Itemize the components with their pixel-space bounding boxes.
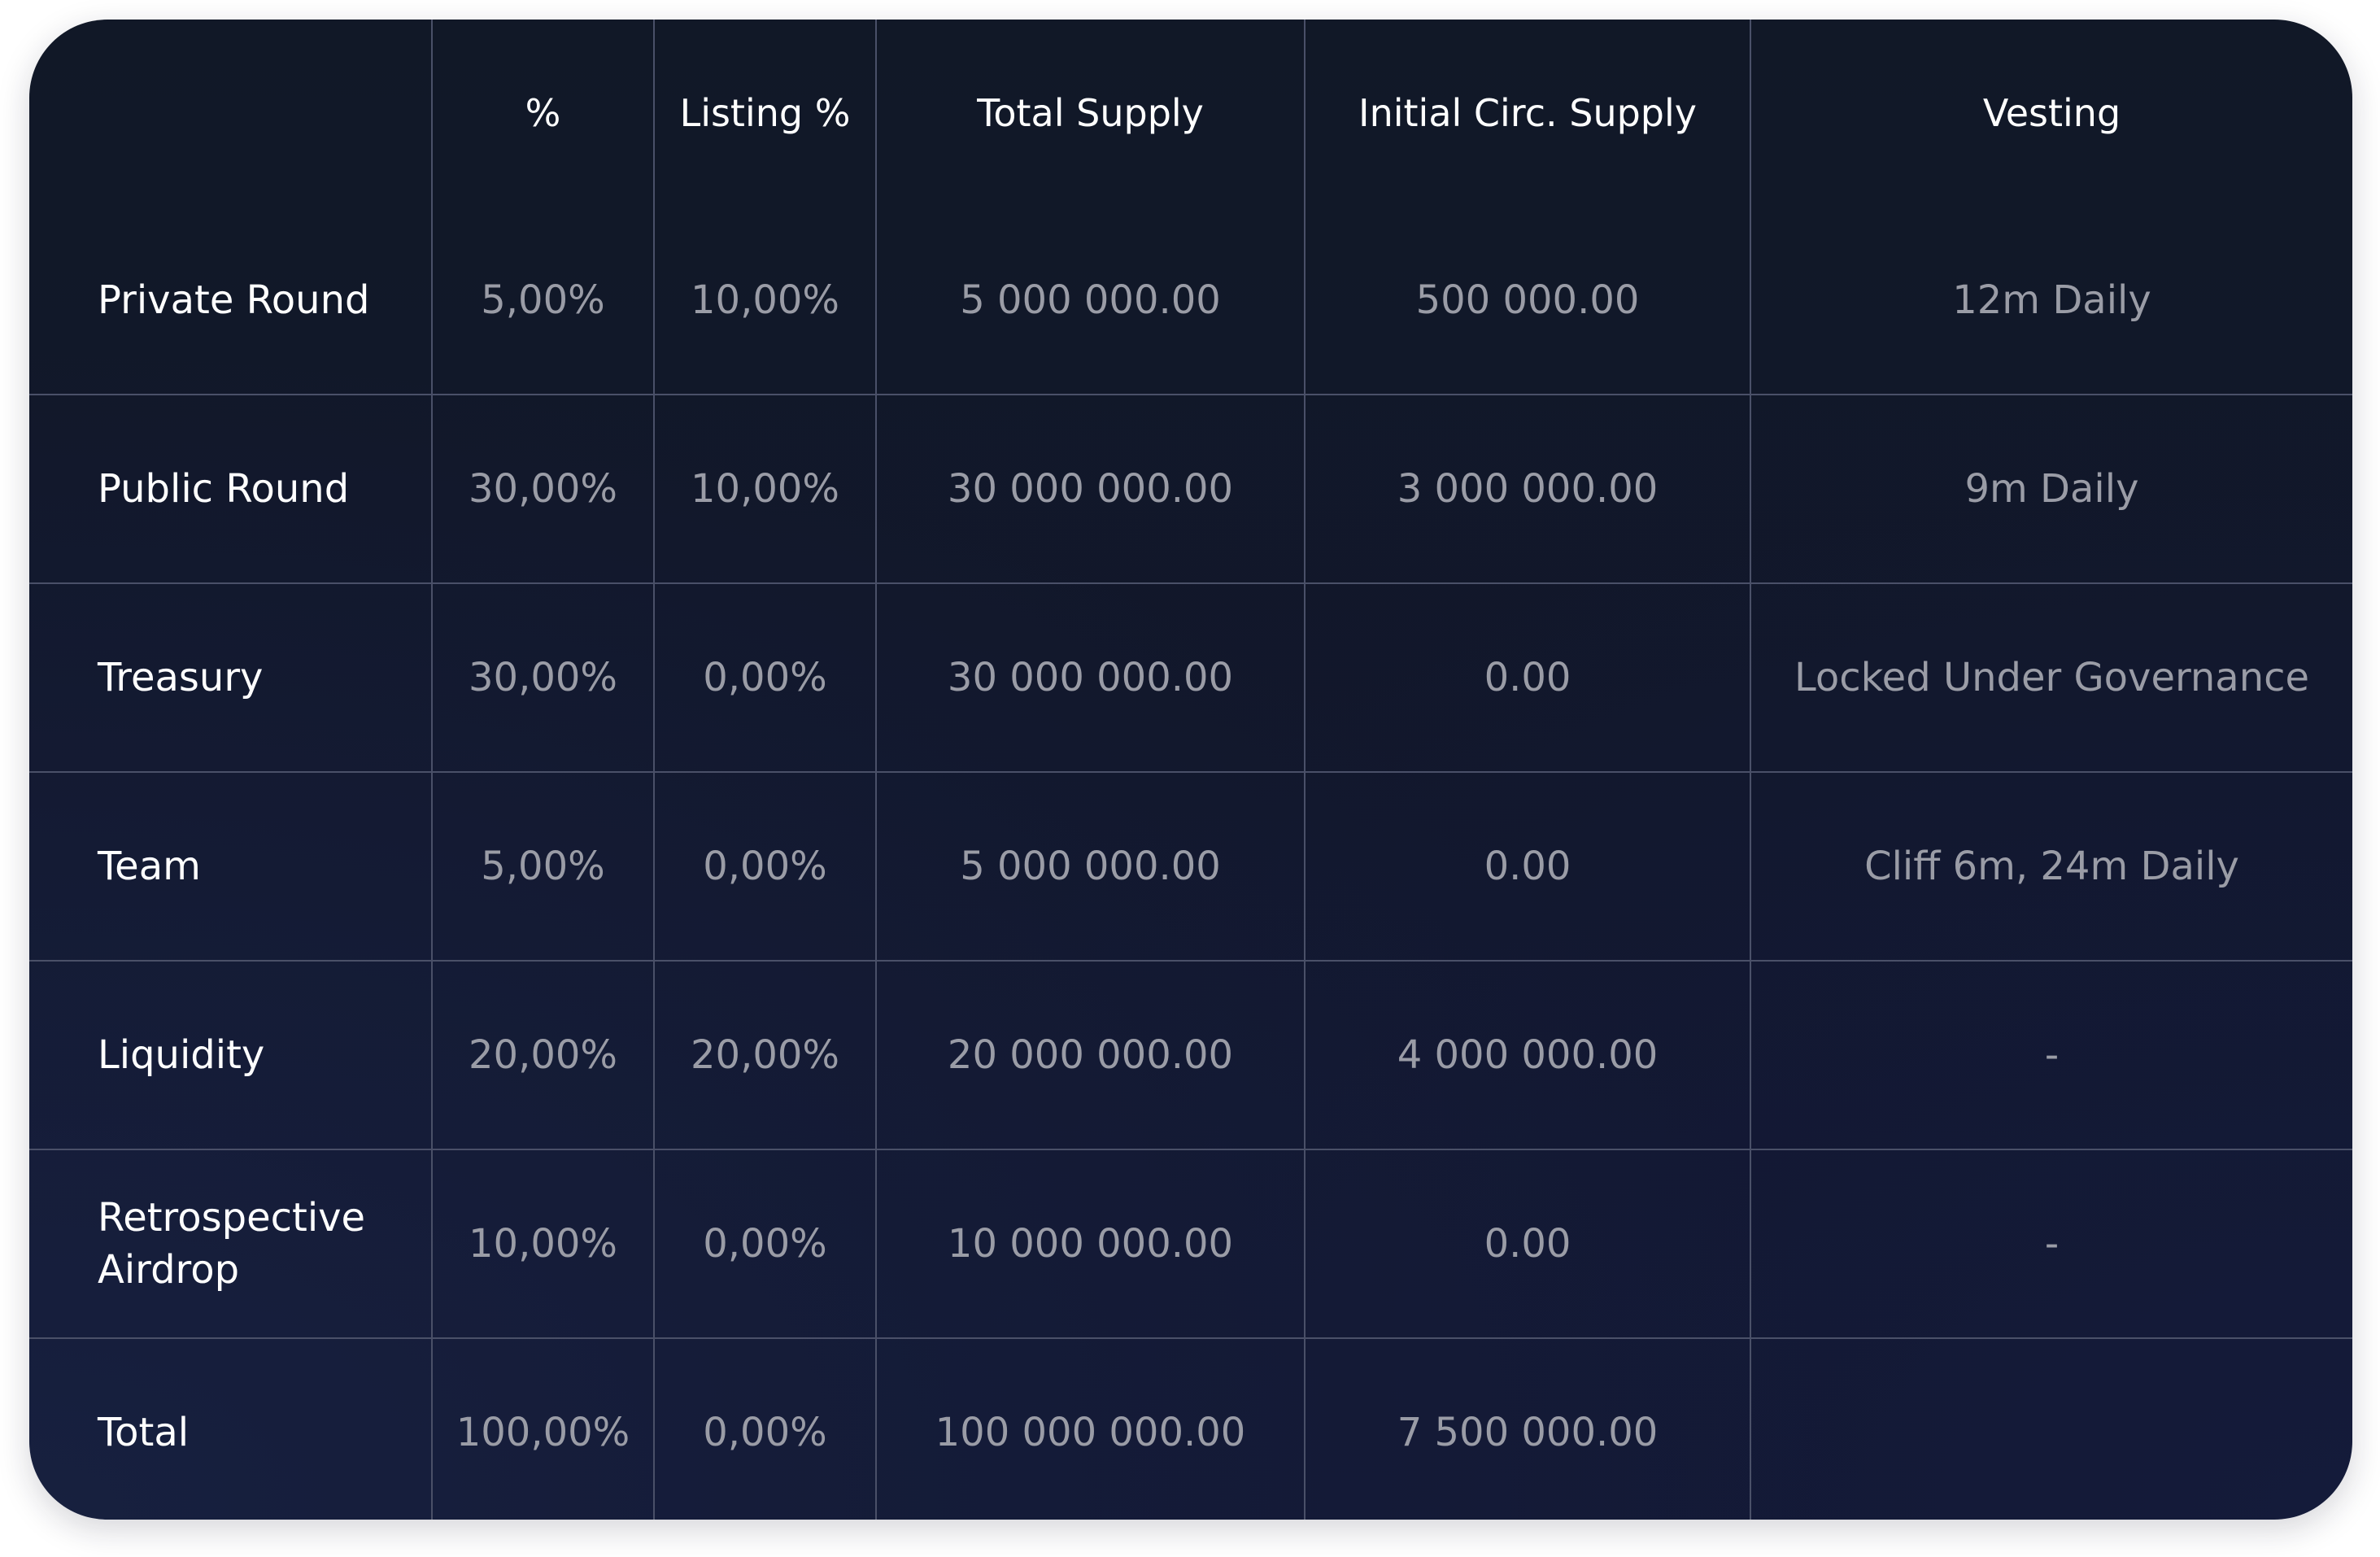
cell-listing-percent: 10,00% [653,394,877,584]
header-category [29,20,433,207]
cell-listing-percent: 10,00% [653,207,877,395]
row-label: Public Round [29,394,433,584]
cell-vesting: - [1750,1149,2352,1339]
cell-percent: 20,00% [431,960,655,1150]
cell-initial-circ-supply: 0.00 [1304,582,1751,773]
header-initial-circ-supply: Initial Circ. Supply [1304,20,1751,207]
cell-vesting: 9m Daily [1750,394,2352,584]
table-row: Liquidity 20,00% 20,00% 20 000 000.00 4 … [29,960,2352,1150]
cell-listing-percent: 0,00% [653,582,877,773]
row-label: Liquidity [29,960,433,1150]
cell-vesting: Locked Under Governance [1750,582,2352,773]
cell-listing-percent: 0,00% [653,1337,877,1520]
cell-total-supply: 5 000 000.00 [875,207,1306,395]
table-row: Team 5,00% 0,00% 5 000 000.00 0.00 Cliff… [29,771,2352,962]
cell-vesting: 12m Daily [1750,207,2352,395]
cell-percent: 5,00% [431,207,655,395]
cell-listing-percent: 0,00% [653,1149,877,1339]
header-listing-percent: Listing % [653,20,877,207]
header-vesting: Vesting [1750,20,2352,207]
cell-initial-circ-supply: 7 500 000.00 [1304,1337,1751,1520]
cell-percent: 30,00% [431,582,655,773]
cell-percent: 100,00% [431,1337,655,1520]
table-header-row: % Listing % Total Supply Initial Circ. S… [29,20,2352,207]
cell-total-supply: 5 000 000.00 [875,771,1306,962]
cell-total-supply: 30 000 000.00 [875,394,1306,584]
table-row: Retrospective Airdrop 10,00% 0,00% 10 00… [29,1149,2352,1339]
cell-percent: 5,00% [431,771,655,962]
table-total-row: Total 100,00% 0,00% 100 000 000.00 7 500… [29,1337,2352,1520]
table-row: Private Round 5,00% 10,00% 5 000 000.00 … [29,207,2352,395]
table-row: Treasury 30,00% 0,00% 30 000 000.00 0.00… [29,582,2352,773]
row-label: Total [29,1337,433,1520]
cell-total-supply: 10 000 000.00 [875,1149,1306,1339]
row-label: Treasury [29,582,433,773]
cell-listing-percent: 0,00% [653,771,877,962]
cell-listing-percent: 20,00% [653,960,877,1150]
tokenomics-table: % Listing % Total Supply Initial Circ. S… [29,20,2352,1520]
header-percent: % [431,20,655,207]
cell-initial-circ-supply: 500 000.00 [1304,207,1751,395]
cell-initial-circ-supply: 3 000 000.00 [1304,394,1751,584]
row-label: Private Round [29,207,433,395]
cell-total-supply: 100 000 000.00 [875,1337,1306,1520]
row-label: Team [29,771,433,962]
cell-vesting: Cliff 6m, 24m Daily [1750,771,2352,962]
cell-initial-circ-supply: 0.00 [1304,771,1751,962]
table-row: Public Round 30,00% 10,00% 30 000 000.00… [29,394,2352,584]
cell-percent: 10,00% [431,1149,655,1339]
row-label: Retrospective Airdrop [29,1149,433,1339]
cell-vesting [1750,1337,2352,1520]
cell-total-supply: 30 000 000.00 [875,582,1306,773]
tokenomics-card: % Listing % Total Supply Initial Circ. S… [29,20,2352,1520]
cell-vesting: - [1750,960,2352,1150]
cell-initial-circ-supply: 0.00 [1304,1149,1751,1339]
cell-initial-circ-supply: 4 000 000.00 [1304,960,1751,1150]
cell-total-supply: 20 000 000.00 [875,960,1306,1150]
cell-percent: 30,00% [431,394,655,584]
header-total-supply: Total Supply [875,20,1306,207]
